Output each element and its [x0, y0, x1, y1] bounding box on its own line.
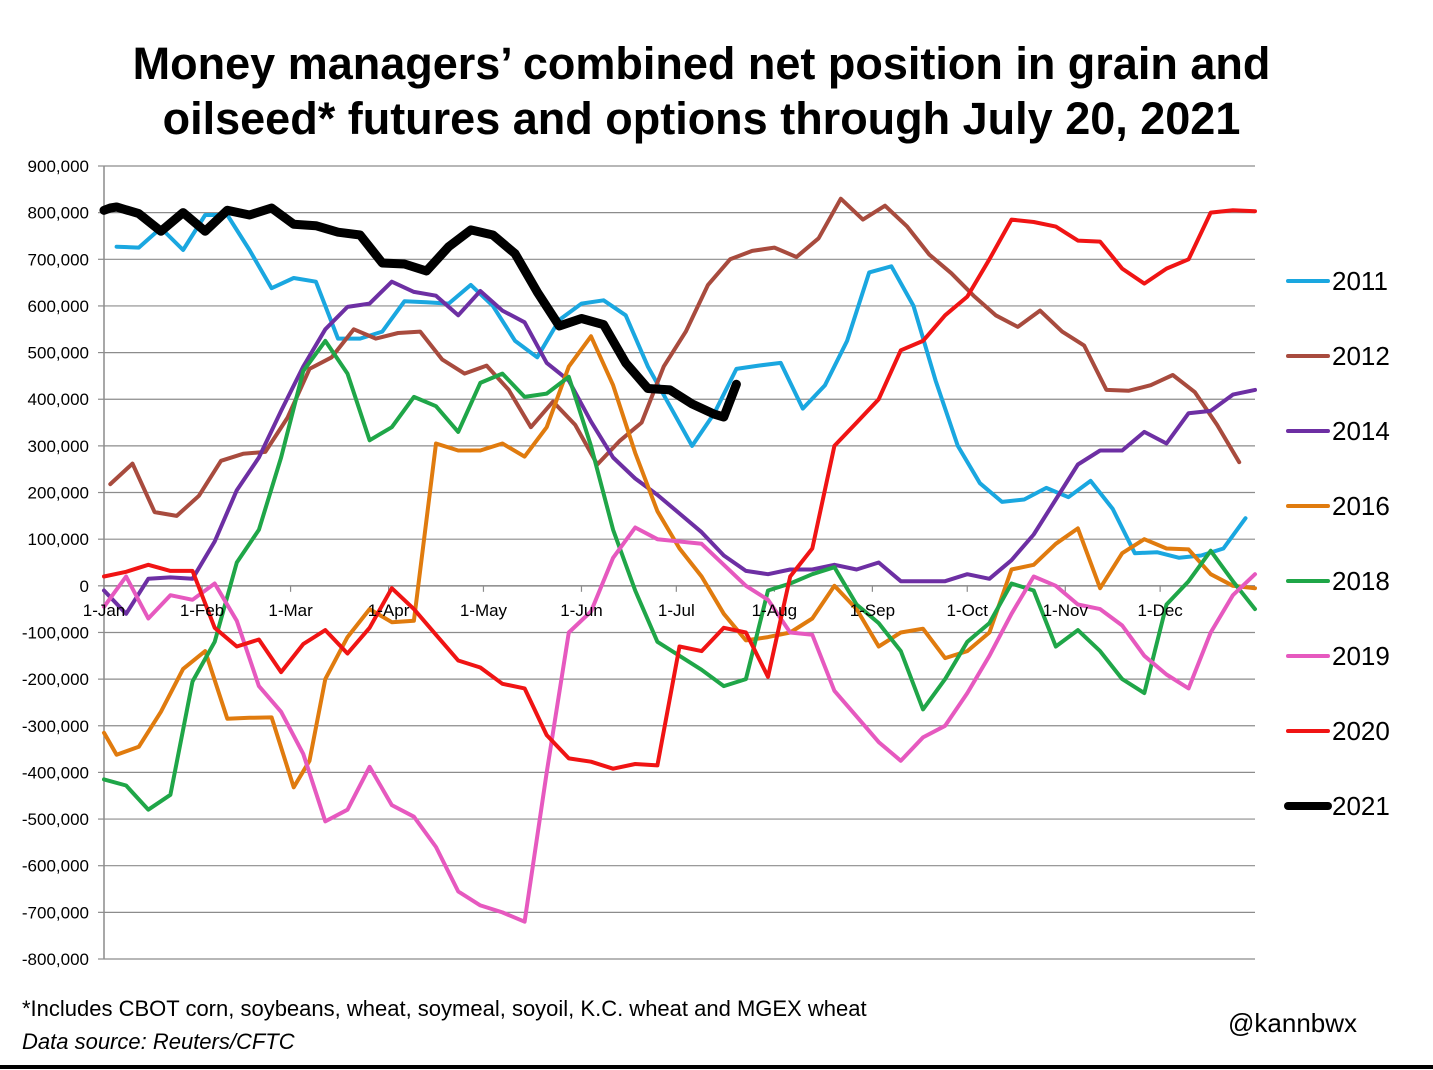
chart-title-line-2: oilseed* futures and options through Jul… [162, 93, 1241, 144]
legend-label-2018: 2018 [1332, 566, 1390, 596]
y-tick-label: -700,000 [22, 903, 89, 922]
y-tick-label: 700,000 [28, 250, 89, 269]
y-tick-label: 800,000 [28, 204, 89, 223]
x-tick-label: 1-Mar [268, 601, 313, 620]
x-tick-label: 1-Jun [560, 601, 603, 620]
y-tick-label: 400,000 [28, 390, 89, 409]
y-tick-label: 200,000 [28, 484, 89, 503]
y-tick-label: -400,000 [22, 763, 89, 782]
y-tick-label: -200,000 [22, 670, 89, 689]
x-tick-label: 1-Dec [1137, 601, 1183, 620]
chart-title-line-1: Money managers’ combined net position in… [132, 38, 1271, 89]
y-tick-label: -800,000 [22, 950, 89, 969]
x-tick-label: 1-May [460, 601, 508, 620]
y-tick-label: 500,000 [28, 344, 89, 363]
series-lines [99, 196, 1257, 924]
series-line-2016 [102, 334, 1257, 790]
x-tick-label: 1-Sep [850, 601, 895, 620]
legend-label-2014: 2014 [1332, 416, 1390, 446]
footnote-includes: *Includes CBOT corn, soybeans, wheat, so… [22, 996, 867, 1021]
x-tick-label: 1-Aug [752, 601, 797, 620]
legend-label-2019: 2019 [1332, 641, 1390, 671]
x-tick-label: 1-Jul [658, 601, 695, 620]
legend-label-2020: 2020 [1332, 716, 1390, 746]
y-tick-label: -600,000 [22, 857, 89, 876]
series-line-2020 [102, 208, 1257, 771]
series-line-2021 [99, 202, 741, 422]
x-tick-labels: 1-Jan 1-Feb 1-Mar 1-Apr 1-May 1-Jun 1-Jul 1-Aug… [83, 601, 1184, 620]
x-tick-label: 1-Nov [1043, 601, 1089, 620]
legend-label-2021: 2021 [1332, 791, 1390, 821]
legend-label-2011: 2011 [1332, 266, 1388, 296]
y-tick-label: 0 [80, 577, 89, 596]
y-tick-label: 300,000 [28, 437, 89, 456]
x-tick-label: 1-Oct [946, 601, 988, 620]
y-tick-label: -100,000 [22, 623, 89, 642]
axes: 900,000 800,000 700,000 600,000 500,000 400,0… [22, 157, 1255, 969]
series-line-2014 [102, 279, 1257, 616]
x-tick-label: 1-Jan [83, 601, 126, 620]
y-tick-label: 100,000 [28, 530, 89, 549]
series-line-2019 [102, 525, 1257, 924]
legend: 2011 2012 2014 2016 2018 2019 2020 2021 [1284, 266, 1390, 821]
series-line-2011 [114, 213, 1248, 560]
legend-label-2016: 2016 [1332, 491, 1390, 521]
bottom-rule [0, 1065, 1433, 1069]
y-tick-label: -300,000 [22, 717, 89, 736]
legend-label-2012: 2012 [1332, 341, 1390, 371]
y-tick-label: 600,000 [28, 297, 89, 316]
x-tick-label: 1-Apr [368, 601, 410, 620]
data-source-note: Data source: Reuters/CFTC [22, 1029, 295, 1054]
author-handle: @kannbwx [1228, 1008, 1358, 1038]
y-tick-label: -500,000 [22, 810, 89, 829]
y-tick-label: 900,000 [28, 157, 89, 176]
x-tick-label: 1-Feb [180, 601, 224, 620]
